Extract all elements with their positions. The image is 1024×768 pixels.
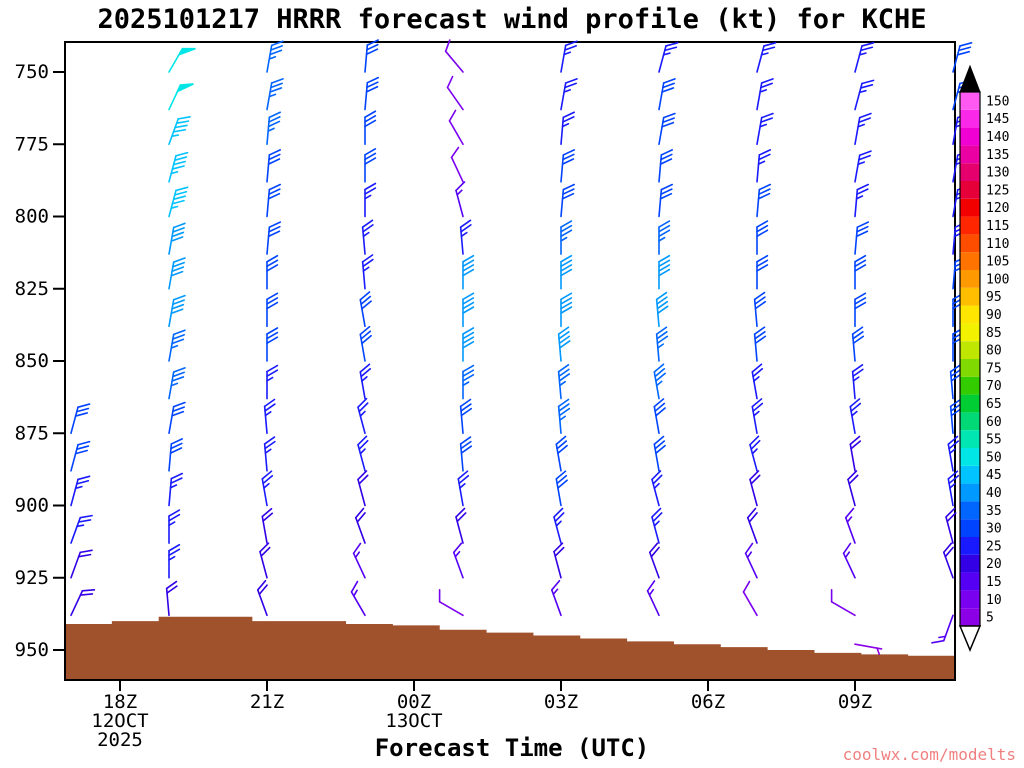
svg-text:30: 30	[986, 522, 1002, 537]
svg-text:5: 5	[986, 611, 994, 626]
svg-text:50: 50	[986, 450, 1002, 465]
svg-text:105: 105	[986, 255, 1009, 270]
svg-text:40: 40	[986, 486, 1002, 501]
chart-title: 2025101217 HRRR forecast wind profile (k…	[97, 4, 927, 35]
svg-text:65: 65	[986, 397, 1002, 412]
svg-text:120: 120	[986, 201, 1009, 216]
svg-text:25: 25	[986, 539, 1002, 554]
colorbar-over-arrow	[959, 64, 981, 93]
svg-text:110: 110	[986, 237, 1009, 252]
svg-text:60: 60	[986, 415, 1002, 430]
svg-text:12OCT: 12OCT	[91, 710, 148, 732]
svg-text:775: 775	[15, 133, 49, 155]
svg-text:13OCT: 13OCT	[385, 710, 442, 732]
terrain-profile	[65, 616, 955, 680]
y-axis: 750 775 800 825 850 875 900 925 950	[15, 61, 65, 661]
colorbar-under-arrow	[958, 625, 982, 652]
svg-text:125: 125	[986, 183, 1009, 198]
wind-barbs	[70, 39, 973, 656]
svg-text:925: 925	[15, 567, 49, 589]
svg-text:135: 135	[986, 148, 1009, 163]
svg-text:115: 115	[986, 219, 1009, 234]
svg-text:800: 800	[15, 206, 49, 228]
watermark-text: coolwx.com/modelts	[842, 745, 1016, 764]
svg-text:10: 10	[986, 593, 1002, 608]
svg-text:00Z: 00Z	[397, 691, 431, 713]
svg-text:950: 950	[15, 639, 49, 661]
x-axis-title: Forecast Time (UTC)	[374, 734, 650, 762]
svg-text:130: 130	[986, 166, 1009, 181]
svg-text:95: 95	[986, 290, 1002, 305]
svg-text:75: 75	[986, 361, 1002, 376]
svg-text:18Z: 18Z	[103, 691, 137, 713]
svg-text:900: 900	[15, 495, 49, 517]
svg-text:875: 875	[15, 422, 49, 444]
svg-text:09Z: 09Z	[838, 691, 872, 713]
svg-text:850: 850	[15, 350, 49, 372]
svg-text:45: 45	[986, 468, 1002, 483]
svg-text:35: 35	[986, 504, 1002, 519]
svg-text:55: 55	[986, 433, 1002, 448]
svg-text:140: 140	[986, 130, 1009, 145]
svg-text:750: 750	[15, 61, 49, 83]
svg-text:150: 150	[986, 94, 1009, 109]
svg-text:825: 825	[15, 278, 49, 300]
colorbar: 5 10 15 20 25 30 35 40 45 50 55 60 65 70 75 80 85 90 95 100…	[958, 64, 1009, 652]
svg-text:90: 90	[986, 308, 1002, 323]
svg-text:06Z: 06Z	[691, 691, 725, 713]
svg-text:80: 80	[986, 344, 1002, 359]
svg-text:03Z: 03Z	[544, 691, 578, 713]
svg-text:100: 100	[986, 272, 1009, 287]
svg-text:21Z: 21Z	[250, 691, 284, 713]
svg-text:2025: 2025	[97, 729, 143, 751]
svg-text:145: 145	[986, 112, 1009, 127]
svg-text:70: 70	[986, 379, 1002, 394]
svg-text:15: 15	[986, 575, 1002, 590]
svg-text:85: 85	[986, 326, 1002, 341]
plot-border	[64, 41, 956, 681]
svg-text:20: 20	[986, 557, 1002, 572]
